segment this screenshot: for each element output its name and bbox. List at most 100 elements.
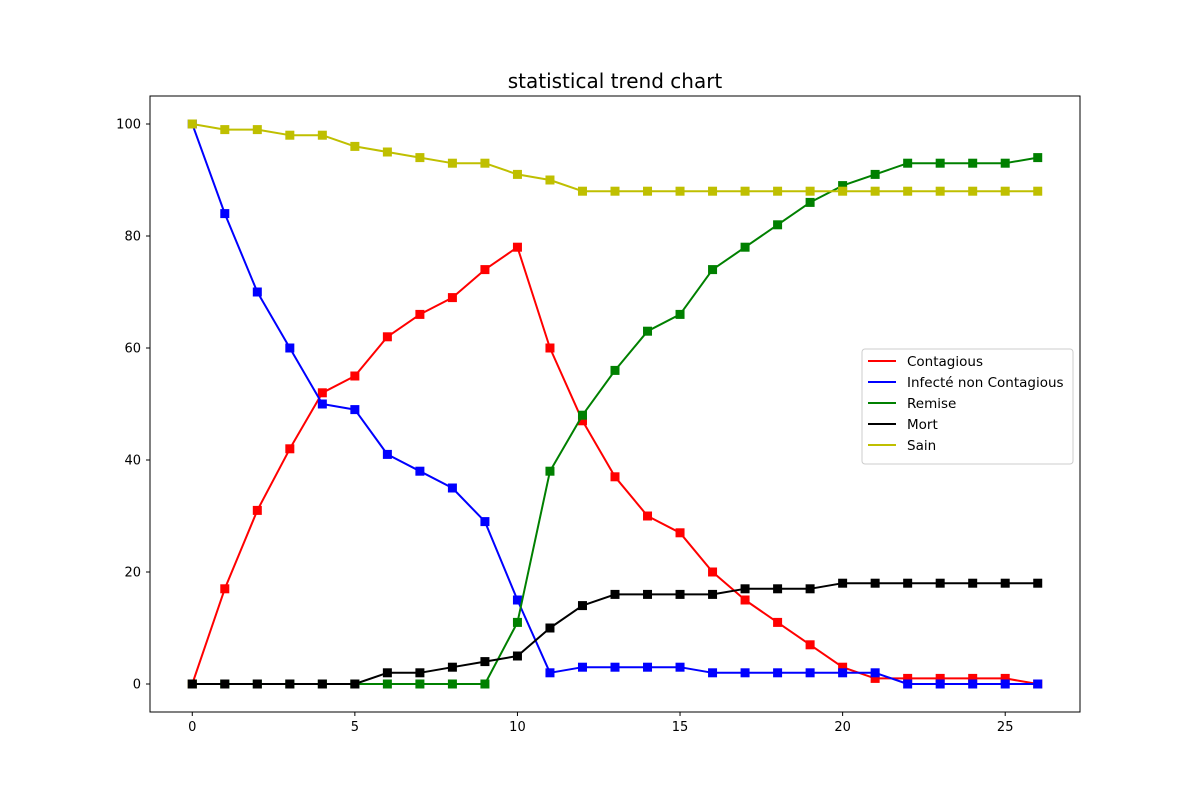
data-point — [968, 186, 978, 196]
data-point — [577, 601, 587, 611]
data-point — [708, 567, 718, 577]
data-point — [870, 186, 880, 196]
data-point — [1033, 679, 1043, 689]
data-point — [252, 125, 262, 135]
y-tick-label: 60 — [124, 342, 141, 357]
legend-label: Contagious — [907, 354, 983, 370]
data-point — [480, 158, 490, 168]
data-point — [545, 466, 555, 476]
x-tick-label: 0 — [188, 720, 196, 735]
data-point — [903, 186, 913, 196]
data-point — [350, 679, 360, 689]
data-point — [870, 673, 880, 683]
data-point — [1000, 158, 1010, 168]
data-point — [773, 186, 783, 196]
data-point — [903, 673, 913, 683]
data-point — [643, 511, 653, 521]
data-point — [1000, 578, 1010, 588]
y-tick-label: 80 — [124, 230, 141, 245]
data-point — [480, 657, 490, 667]
data-point — [773, 617, 783, 627]
data-point — [935, 158, 945, 168]
data-point — [285, 343, 295, 353]
y-axis: 0 20 40 60 80 100 — [116, 118, 150, 693]
data-point — [415, 153, 425, 163]
data-point — [935, 673, 945, 683]
data-point — [643, 589, 653, 599]
data-point — [838, 578, 848, 588]
legend-label: Sain — [907, 438, 936, 454]
data-point — [773, 584, 783, 594]
data-point — [220, 125, 230, 135]
data-point — [447, 158, 457, 168]
x-axis: 0 5 10 15 20 25 — [188, 712, 1013, 735]
data-point — [382, 679, 392, 689]
data-point — [447, 679, 457, 689]
data-point — [805, 668, 815, 678]
series-mort — [187, 578, 1043, 689]
series-contagious — [187, 242, 1043, 689]
data-point — [838, 181, 848, 191]
data-point — [870, 578, 880, 588]
x-tick-label: 10 — [509, 720, 526, 735]
data-point — [610, 662, 620, 672]
series-sain — [187, 119, 1043, 196]
data-point — [1033, 578, 1043, 588]
data-point — [382, 668, 392, 678]
data-point — [512, 169, 522, 179]
data-point — [577, 186, 587, 196]
data-point — [610, 365, 620, 375]
legend: Contagious Infecté non Contagious Remise Mo… — [861, 348, 1074, 465]
data-point — [1000, 679, 1010, 689]
data-point — [1000, 673, 1010, 683]
data-point — [968, 673, 978, 683]
data-point — [220, 679, 230, 689]
data-point — [740, 584, 750, 594]
data-point — [1033, 186, 1043, 196]
data-point — [643, 186, 653, 196]
y-tick-label: 0 — [133, 678, 141, 693]
data-point — [708, 589, 718, 599]
data-point — [512, 617, 522, 627]
data-point — [740, 668, 750, 678]
data-point — [415, 466, 425, 476]
data-point — [317, 388, 327, 398]
data-point — [838, 668, 848, 678]
data-point — [545, 623, 555, 633]
data-point — [708, 186, 718, 196]
data-point — [1000, 186, 1010, 196]
x-tick-label: 20 — [834, 720, 851, 735]
data-point — [935, 679, 945, 689]
data-point — [1033, 153, 1043, 163]
data-point — [968, 158, 978, 168]
data-point — [610, 472, 620, 482]
data-point — [545, 668, 555, 678]
data-point — [447, 483, 457, 493]
data-point — [577, 662, 587, 672]
data-point — [350, 371, 360, 381]
data-point — [610, 589, 620, 599]
data-point — [512, 595, 522, 605]
data-point — [740, 242, 750, 252]
data-point — [252, 287, 262, 297]
data-point — [805, 186, 815, 196]
data-point — [870, 169, 880, 179]
data-point — [805, 197, 815, 207]
data-point — [708, 668, 718, 678]
data-point — [838, 186, 848, 196]
y-tick-label: 100 — [116, 118, 141, 133]
y-tick-label: 40 — [124, 454, 141, 469]
data-point — [708, 265, 718, 275]
data-point — [447, 662, 457, 672]
data-point — [480, 517, 490, 527]
data-point — [805, 584, 815, 594]
data-point — [838, 662, 848, 672]
data-point — [675, 528, 685, 538]
data-point — [415, 309, 425, 319]
data-point — [187, 119, 197, 129]
data-point — [577, 416, 587, 426]
x-tick-label: 15 — [672, 720, 689, 735]
data-point — [903, 158, 913, 168]
data-point — [675, 662, 685, 672]
